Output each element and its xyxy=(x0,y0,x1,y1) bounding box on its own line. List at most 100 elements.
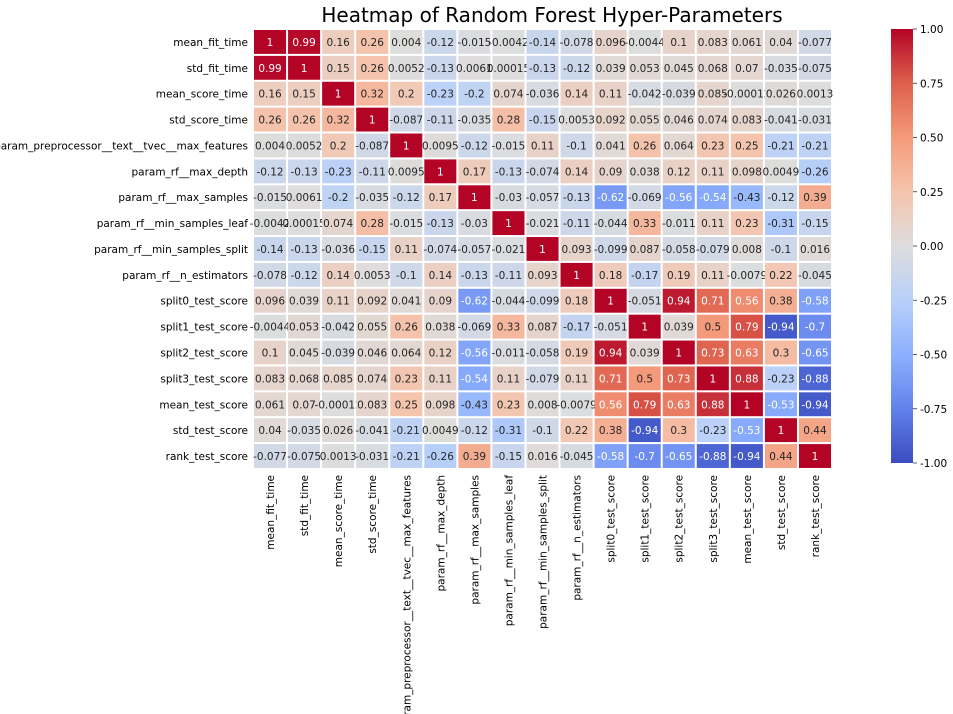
heatmap-cell-16-7 xyxy=(492,444,525,468)
heatmap-cell-label-9-4: -0.1 xyxy=(396,270,417,282)
x-tick-label-9: param_rf__n_estimators xyxy=(572,475,584,601)
heatmap-cell-15-5 xyxy=(424,418,457,443)
heatmap-cell-label-5-8: -0.074 xyxy=(526,166,560,178)
heatmap-cell-label-12-10: 0.94 xyxy=(599,348,623,360)
heatmap-cell-12-7 xyxy=(492,340,525,365)
y-tick-label-4: param_preprocessor__text__tvec__max_feat… xyxy=(0,140,248,152)
heatmap-cell-label-11-13: 0.5 xyxy=(704,322,721,334)
y-tick-label-14: mean_test_score xyxy=(159,399,248,411)
heatmap-cell-label-13-12: 0.73 xyxy=(667,373,690,385)
heatmap-cell-label-11-11: 1 xyxy=(641,322,648,334)
heatmap-cell-13-7 xyxy=(492,366,525,391)
heatmap-cell-label-7-8: -0.021 xyxy=(526,218,560,230)
heatmap-cell-14-0 xyxy=(254,392,287,417)
heatmap-cell-0-3 xyxy=(356,30,389,54)
heatmap-cell-3-12 xyxy=(662,107,695,132)
heatmap-cell-5-2 xyxy=(322,159,355,184)
heatmap-cell-label-6-6: 1 xyxy=(471,192,478,204)
heatmap-cell-15-13 xyxy=(696,418,729,443)
heatmap-cell-label-16-11: -0.7 xyxy=(634,451,655,463)
heatmap-cell-label-12-13: 0.73 xyxy=(701,348,724,360)
heatmap-cell-11-13 xyxy=(696,314,729,339)
heatmap-cell-label-8-14: 0.008 xyxy=(732,244,762,256)
heatmap-cell-label-9-5: 0.14 xyxy=(429,270,453,282)
heatmap-cell-14-3 xyxy=(356,392,389,417)
heatmap-cell-0-16 xyxy=(798,30,832,54)
heatmap-cell-6-16 xyxy=(798,185,832,210)
heatmap-cell-10-7 xyxy=(492,288,525,313)
heatmap-cell-label-13-11: 0.5 xyxy=(636,373,653,385)
heatmap-cell-5-5 xyxy=(424,159,457,184)
heatmap-cell-5-15 xyxy=(764,159,797,184)
heatmap-cell-label-2-3: 0.32 xyxy=(361,89,384,101)
heatmap-cell-label-7-5: -0.13 xyxy=(427,218,454,230)
heatmap-cell-1-13 xyxy=(696,55,729,80)
heatmap-cell-label-12-1: 0.045 xyxy=(289,348,319,360)
heatmap-cell-label-10-14: 0.56 xyxy=(735,296,759,308)
heatmap-cell-15-2 xyxy=(322,418,355,443)
heatmap-cell-label-13-7: 0.11 xyxy=(497,373,520,385)
heatmap-cell-11-14 xyxy=(730,314,763,339)
heatmap-cell-7-14 xyxy=(730,211,763,236)
heatmap-cell-8-5 xyxy=(424,237,457,261)
heatmap-cell-3-2 xyxy=(322,107,355,132)
heatmap-cell-0-0 xyxy=(254,30,287,54)
heatmap-cell-label-7-6: -0.03 xyxy=(461,218,488,230)
heatmap-cell-15-4 xyxy=(390,418,423,443)
heatmap-cell-7-9 xyxy=(560,211,593,236)
heatmap-cell-label-4-2: 0.2 xyxy=(330,140,347,152)
heatmap-cell-5-0 xyxy=(254,159,287,184)
heatmap-cell-label-3-7: 0.28 xyxy=(497,115,520,127)
heatmap-cell-label-15-0: 0.04 xyxy=(258,425,282,437)
heatmap-cell-13-13 xyxy=(696,366,729,391)
y-axis-tick-labels: mean_fit_time std_fit_time mean_score_time… xyxy=(0,37,248,463)
heatmap-cell-label-5-2: -0.23 xyxy=(325,166,352,178)
heatmap-cell-label-1-11: 0.053 xyxy=(630,63,660,75)
heatmap-cell-4-6 xyxy=(458,133,491,158)
heatmap-cell-label-16-0: -0.077 xyxy=(253,451,287,463)
heatmap-cell-label-13-9: 0.11 xyxy=(565,373,588,385)
heatmap-cell-7-11 xyxy=(628,211,661,236)
heatmap-cell-label-15-3: -0.041 xyxy=(355,425,389,437)
heatmap-cell-0-12 xyxy=(662,30,695,54)
heatmap-cell-label-15-7: -0.31 xyxy=(495,425,522,437)
heatmap-cell-label-14-3: 0.083 xyxy=(357,399,387,411)
heatmap-cell-11-4 xyxy=(390,314,423,339)
heatmap-cell-4-10 xyxy=(594,133,627,158)
heatmap-cell-13-0 xyxy=(254,366,287,391)
heatmap-cell-label-0-2: 0.16 xyxy=(326,37,350,49)
heatmap-cell-label-16-5: -0.26 xyxy=(427,451,454,463)
heatmap-cell-label-4-7: -0.015 xyxy=(492,140,526,152)
heatmap-cell-4-11 xyxy=(628,133,661,158)
heatmap-cell-label-3-0: 0.26 xyxy=(258,115,282,127)
heatmap-cell-12-1 xyxy=(288,340,321,365)
heatmap-cell-label-13-15: -0.23 xyxy=(767,373,794,385)
y-tick-label-5: param_rf__max_depth xyxy=(131,166,248,178)
heatmap-cell-label-3-11: 0.055 xyxy=(630,115,660,127)
heatmap-cell-13-10 xyxy=(594,366,627,391)
colorbar-tick-label-3: -0.25 xyxy=(920,295,947,307)
heatmap-cell-label-4-13: 0.23 xyxy=(701,140,724,152)
heatmap-cell-7-5 xyxy=(424,211,457,236)
heatmap-cell-9-2 xyxy=(322,262,355,287)
heatmap-cell-7-6 xyxy=(458,211,491,236)
heatmap-cell-label-2-9: 0.14 xyxy=(565,89,589,101)
heatmap-cell-16-14 xyxy=(730,444,763,468)
heatmap-cell-10-9 xyxy=(560,288,593,313)
heatmap-cell-label-6-16: 0.39 xyxy=(803,192,826,204)
heatmap-cell-6-1 xyxy=(288,185,321,210)
heatmap-cell-label-13-5: 0.11 xyxy=(429,373,452,385)
heatmap-cell-label-11-0: -0.0044 xyxy=(250,322,291,334)
heatmap-cell-8-6 xyxy=(458,237,491,261)
heatmap-cell-6-12 xyxy=(662,185,695,210)
heatmap-cell-5-9 xyxy=(560,159,593,184)
heatmap-cell-9-7 xyxy=(492,262,525,287)
heatmap-cell-label-3-12: 0.046 xyxy=(664,115,694,127)
heatmap-cell-9-13 xyxy=(696,262,729,287)
heatmap-cell-label-2-2: 1 xyxy=(335,89,342,101)
heatmap-cell-14-16 xyxy=(798,392,832,417)
y-tick-label-2: mean_score_time xyxy=(156,89,248,101)
heatmap-cell-label-10-2: 0.11 xyxy=(326,296,349,308)
heatmap-cell-8-0 xyxy=(254,237,287,261)
heatmap-cell-9-9 xyxy=(560,262,593,287)
